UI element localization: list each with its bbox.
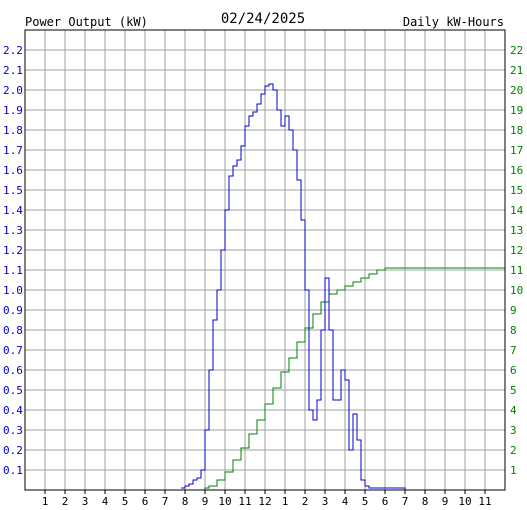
x-tick-label: 11 xyxy=(238,495,251,508)
left-tick-label: 0.5 xyxy=(3,384,23,397)
left-tick-label: 2.2 xyxy=(3,44,23,57)
x-tick-label: 10 xyxy=(458,495,471,508)
left-tick-label: 0.6 xyxy=(3,364,23,377)
x-tick-label: 7 xyxy=(402,495,409,508)
energy-line xyxy=(181,267,505,491)
right-tick-label: 8 xyxy=(510,324,517,337)
left-tick-label: 0.1 xyxy=(3,464,23,477)
x-tick-label: 5 xyxy=(362,495,369,508)
x-tick-label: 11 xyxy=(478,495,491,508)
x-tick-label: 12 xyxy=(258,495,271,508)
x-tick-label: 3 xyxy=(82,495,89,508)
right-tick-label: 12 xyxy=(510,244,523,257)
right-tick-label: 3 xyxy=(510,424,517,437)
power-series xyxy=(181,83,413,491)
left-axis-ticks: 0.1 0.2 0.3 0.4 0.5 0.6 0.7 0.8 0.9 1.0 1.1 1.2 1.3 1… xyxy=(3,44,23,477)
right-tick-label: 5 xyxy=(510,384,517,397)
x-tick-label: 8 xyxy=(422,495,429,508)
x-tick-label: 3 xyxy=(322,495,329,508)
x-axis-ticks: 1 2 3 4 5 6 7 8 9 10 11 12 1 2 3 4 5 6 7 8 9 10 11 xyxy=(42,490,492,508)
chart-title: 02/24/2025 xyxy=(221,11,305,27)
right-tick-label: 16 xyxy=(510,164,523,177)
right-tick-label: 11 xyxy=(510,264,523,277)
right-tick-label: 10 xyxy=(510,284,523,297)
left-tick-label: 1.4 xyxy=(3,204,23,217)
left-tick-label: 1.5 xyxy=(3,184,23,197)
grid xyxy=(25,30,505,490)
x-tick-label: 9 xyxy=(442,495,449,508)
right-tick-label: 6 xyxy=(510,364,517,377)
x-tick-label: 1 xyxy=(282,495,289,508)
left-tick-label: 1.2 xyxy=(3,244,23,257)
left-tick-label: 0.4 xyxy=(3,404,23,417)
left-tick-label: 1.3 xyxy=(3,224,23,237)
left-tick-label: 2.1 xyxy=(3,64,23,77)
x-tick-label: 6 xyxy=(382,495,389,508)
right-tick-label: 15 xyxy=(510,184,523,197)
x-tick-label: 7 xyxy=(162,495,169,508)
x-tick-label: 8 xyxy=(182,495,189,508)
left-axis-title: Power Output (kW) xyxy=(25,15,148,29)
left-tick-label: 0.8 xyxy=(3,324,23,337)
left-tick-label: 1.6 xyxy=(3,164,23,177)
left-tick-label: 1.1 xyxy=(3,264,23,277)
right-tick-label: 21 xyxy=(510,64,523,77)
right-tick-label: 17 xyxy=(510,144,523,157)
right-tick-label: 13 xyxy=(510,224,523,237)
left-tick-label: 1.0 xyxy=(3,284,23,297)
left-tick-label: 0.9 xyxy=(3,304,23,317)
x-tick-label: 10 xyxy=(218,495,231,508)
right-tick-label: 4 xyxy=(510,404,517,417)
x-tick-label: 2 xyxy=(62,495,69,508)
x-tick-label: 6 xyxy=(142,495,149,508)
right-tick-label: 22 xyxy=(510,44,523,57)
right-tick-label: 7 xyxy=(510,344,517,357)
x-tick-label: 4 xyxy=(102,495,109,508)
x-tick-label: 4 xyxy=(342,495,349,508)
left-tick-label: 0.2 xyxy=(3,444,23,457)
left-tick-label: 2.0 xyxy=(3,84,23,97)
left-tick-label: 1.9 xyxy=(3,104,23,117)
x-tick-label: 5 xyxy=(122,495,129,508)
right-tick-label: 19 xyxy=(510,104,523,117)
right-tick-label: 14 xyxy=(510,204,524,217)
right-axis-title: Daily kW-Hours xyxy=(403,15,504,29)
energy-series xyxy=(181,267,505,491)
x-tick-label: 2 xyxy=(302,495,309,508)
left-tick-label: 0.3 xyxy=(3,424,23,437)
power-line xyxy=(181,83,413,491)
right-tick-label: 2 xyxy=(510,444,517,457)
x-tick-label: 1 xyxy=(42,495,49,508)
left-tick-label: 1.8 xyxy=(3,124,23,137)
left-tick-label: 1.7 xyxy=(3,144,23,157)
left-tick-label: 0.7 xyxy=(3,344,23,357)
right-tick-label: 9 xyxy=(510,304,517,317)
right-tick-label: 1 xyxy=(510,464,517,477)
x-tick-label: 9 xyxy=(202,495,209,508)
right-tick-label: 18 xyxy=(510,124,523,137)
right-tick-label: 20 xyxy=(510,84,523,97)
